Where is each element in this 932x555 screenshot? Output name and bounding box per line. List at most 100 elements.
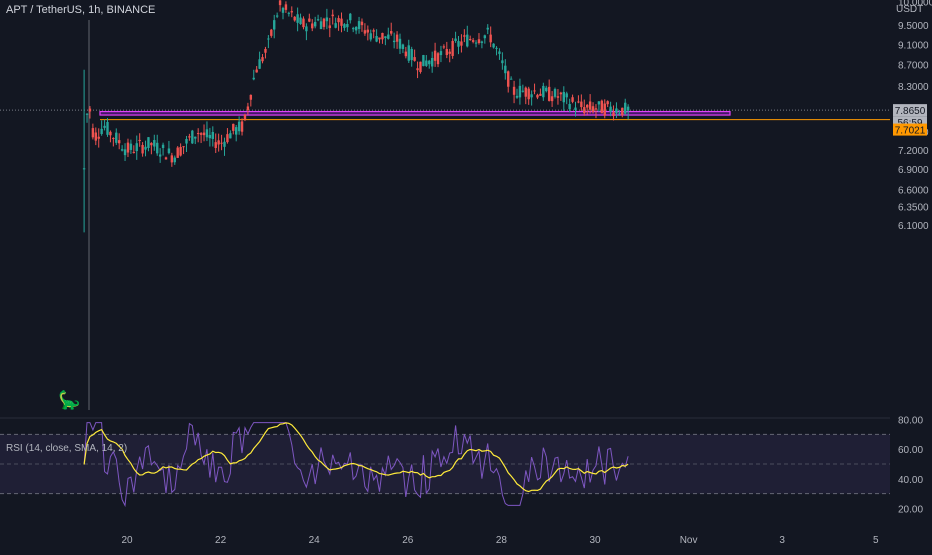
candle-body [433,50,437,61]
candle [103,119,106,131]
candle [545,85,548,93]
rsi-line [83,422,629,508]
candle-body [319,21,323,30]
candle-body [182,146,185,148]
candle [419,61,422,74]
candle-body [284,4,288,10]
candle [392,32,396,49]
candle-body [483,35,487,39]
candle-body [477,39,481,43]
candle-body [118,140,121,144]
candle-body [194,136,197,139]
candle [404,46,408,59]
candle-body [501,60,504,64]
symbol-title[interactable]: APT / TetherUS, 1h, BINANCE [6,4,156,16]
candle [112,137,115,147]
candle [118,133,121,150]
candle-body [498,51,501,54]
candle-body [164,157,168,160]
candle [612,105,615,121]
candle-body [430,57,434,67]
candle [366,25,370,41]
candle [384,36,387,46]
candle [211,126,214,147]
candle-body [305,26,308,32]
candle [322,17,326,30]
candle-body [115,132,118,143]
candle-body [202,132,206,136]
candle-body [597,101,601,105]
candle [293,16,296,22]
price-tick-label: 10.0000 [898,0,932,9]
candle-body [425,60,428,66]
candle [504,59,507,80]
candle-body [381,32,384,40]
time-tick-label: 24 [309,535,321,546]
candle [574,101,577,117]
candle [565,91,568,105]
candle-body [556,96,560,98]
candle [258,51,261,70]
time-tick-label: 20 [121,535,133,546]
candle [220,134,223,151]
candle [287,11,291,17]
rsi-indicator-label[interactable]: RSI (14, close, SMA, 14, 2) [6,443,128,454]
candle-body [296,14,299,23]
candle-body [504,65,507,74]
candle [278,0,282,12]
candle [360,18,364,32]
candle [626,104,630,120]
candle-body [588,101,592,110]
candle [85,113,89,123]
candle-body [419,61,422,72]
candle-body [539,93,542,96]
candle-body [375,36,378,42]
rsi-series [83,422,629,508]
candle [226,128,229,144]
rsi-ma-line [83,422,629,493]
candle [495,46,498,56]
candle-body [395,34,399,42]
candle [126,138,130,158]
candle [378,37,381,44]
candle-body [264,48,267,53]
candle [600,99,604,114]
candle-body [179,147,182,156]
candle-body [243,114,247,120]
candle [106,117,109,137]
candle [542,82,545,101]
candle [407,39,410,63]
candle-body [574,107,577,111]
candle-body [322,18,326,27]
candle [354,26,358,35]
candle-body [624,102,627,114]
candle [313,16,317,29]
candle-body [489,34,492,43]
time-tick-label: 26 [402,535,414,546]
candle [363,23,367,36]
candle [480,40,484,49]
candle [439,45,443,63]
candle-body [223,141,226,147]
candle-body [217,140,220,145]
candle [302,16,305,30]
candle-body [410,48,413,61]
candle-body [507,71,510,87]
candle-body [366,29,370,33]
candle [527,86,530,105]
candle-body [618,113,621,115]
candle [141,142,144,157]
candle-body [176,147,179,158]
price-tick-label: 6.9000 [898,165,929,176]
candle-body [135,143,138,152]
time-tick-label: 30 [589,535,601,546]
candle [188,133,191,141]
candle [518,78,522,105]
candle-body [138,139,141,141]
candle [214,133,217,154]
time-tick-label: 3 [779,535,785,546]
candle [88,106,92,119]
candle-body [173,157,176,163]
